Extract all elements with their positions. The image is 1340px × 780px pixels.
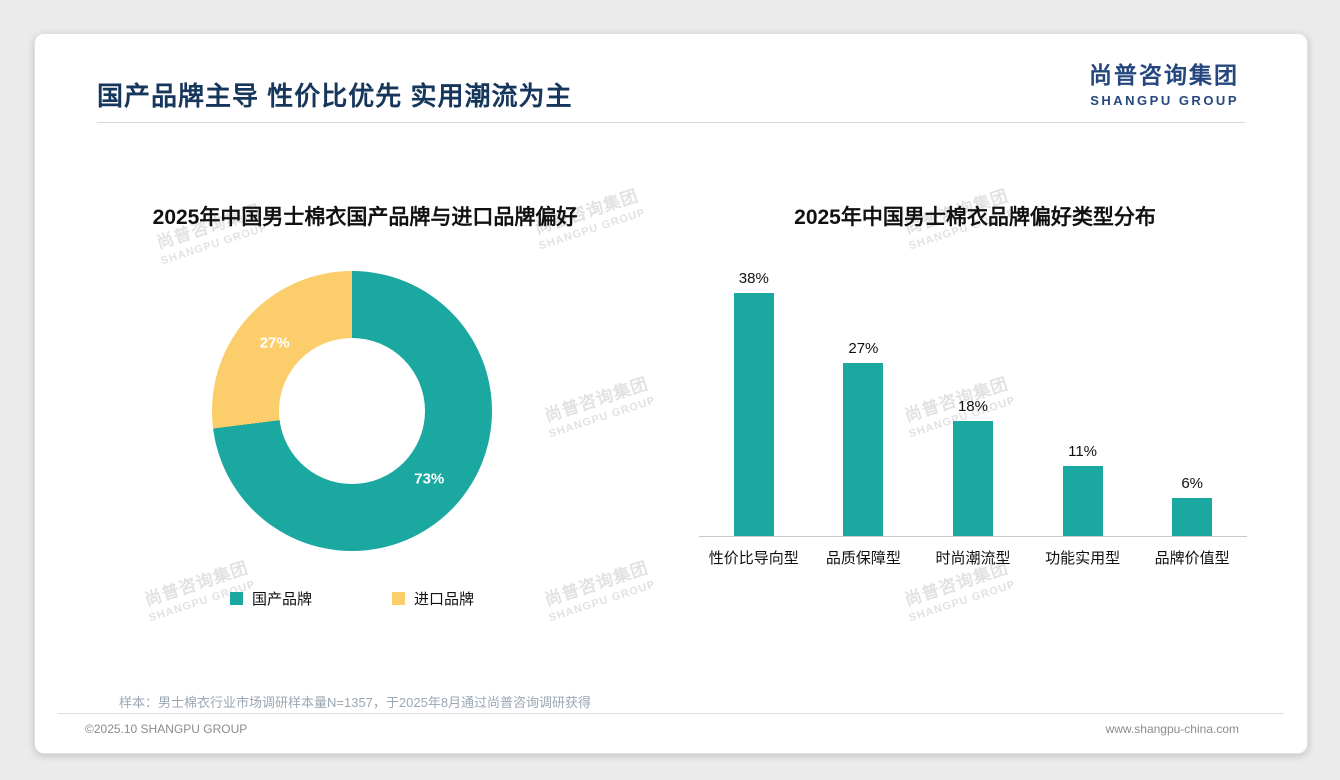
bar-category-label: 性价比导向型 [708, 550, 799, 567]
bar-category-label: 功能实用型 [1045, 550, 1121, 567]
bar-group: 18% [918, 266, 1027, 536]
bar-value-label: 11% [1068, 443, 1098, 460]
bar-category-axis: 性价比导向型 品质保障型 时尚潮流型 功能实用型 品牌价值型 [699, 547, 1247, 568]
watermark: 尚普咨询集团 SHANGPU GROUP [527, 368, 671, 446]
donut-slice-label-0: 73% [414, 470, 445, 488]
bar [952, 421, 993, 536]
slide-card: 尚普咨询集团 SHANGPU GROUP 尚普咨询集团 SHANGPU GROU… [34, 33, 1308, 754]
footer: ©2025.10 SHANGPU GROUP www.shangpu-china… [85, 722, 1239, 736]
footer-copyright: ©2025.10 SHANGPU GROUP [85, 722, 248, 736]
bar-group: 27% [809, 266, 918, 536]
logo-en-text: SHANGPU GROUP [1090, 93, 1239, 108]
bar-group: 38% [699, 266, 808, 536]
bar-category-label: 品牌价值型 [1154, 550, 1230, 567]
bar-category-label: 时尚潮流型 [935, 550, 1011, 567]
donut-slice-label-1: 27% [259, 334, 290, 352]
bar [733, 293, 774, 536]
bar-value-label: 27% [848, 340, 879, 357]
bar-category-label: 品质保障型 [825, 550, 901, 567]
footer-divider [58, 713, 1284, 714]
bar [1172, 498, 1213, 536]
footer-website: www.shangpu-china.com [1105, 722, 1239, 736]
legend-swatch-domestic [229, 592, 243, 605]
donut-chart-title: 2025年中国男士棉衣国产品牌与进口品牌偏好 [152, 206, 578, 229]
bar [1062, 466, 1103, 536]
header-divider [97, 122, 1245, 123]
bar-value-label: 6% [1181, 475, 1204, 492]
bar-value-label: 18% [957, 398, 988, 415]
sample-note: 样本：男士棉衣行业市场调研样本量N=1357，于2025年8月通过尚普咨询调研获… [119, 695, 592, 710]
donut-legend: 国产品牌 进口品牌 [135, 588, 569, 609]
legend-item-domestic: 国产品牌 [229, 588, 312, 609]
bar-group: 11% [1028, 266, 1137, 536]
legend-label-domestic: 国产品牌 [251, 591, 312, 608]
watermark-en: SHANGPU GROUP [907, 578, 1018, 625]
bar [843, 363, 884, 536]
logo-cn-text: 尚普咨询集团 [1089, 62, 1239, 88]
page-title: 国产品牌主导 性价比优先 实用潮流为主 [97, 81, 573, 111]
legend-swatch-imported [392, 592, 405, 605]
legend-item-imported: 进口品牌 [392, 588, 474, 609]
company-logo: 尚普咨询集团 SHANGPU GROUP [1089, 56, 1239, 108]
donut-hole [279, 338, 425, 484]
watermark-en: SHANGPU GROUP [547, 394, 658, 441]
bar-value-label: 38% [738, 270, 769, 287]
bar-group: 6% [1138, 266, 1247, 536]
legend-label-imported: 进口品牌 [414, 591, 475, 608]
bar-chart: 38% 27% 18% 11% 6% [699, 266, 1247, 537]
watermark-cn: 尚普咨询集团 [542, 374, 651, 426]
bar-chart-title: 2025年中国男士棉衣品牌偏好类型分布 [794, 206, 1156, 229]
donut-chart: 73% 27% [212, 271, 492, 551]
